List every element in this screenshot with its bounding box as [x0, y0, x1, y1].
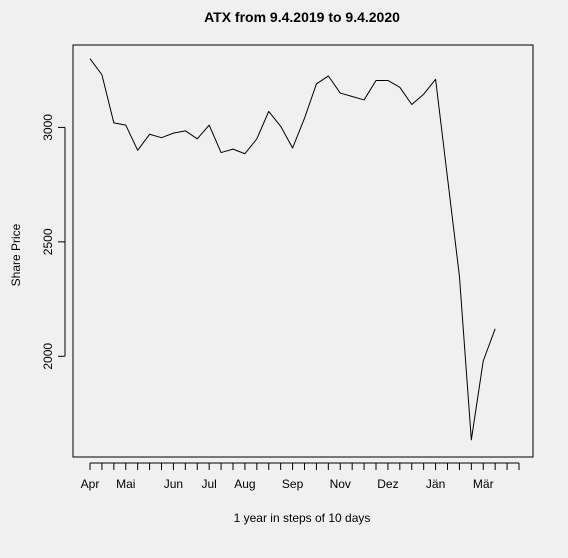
x-tick-label: Mär — [473, 477, 494, 491]
y-tick-label: 2500 — [41, 228, 55, 255]
plot-border — [72, 44, 534, 458]
x-axis-title: 1 year in steps of 10 days — [234, 511, 371, 525]
x-tick-label: Apr — [81, 477, 100, 491]
x-tick-label: Jun — [164, 477, 183, 491]
y-tick-label: 3000 — [41, 114, 55, 141]
x-tick-label: Nov — [330, 477, 351, 491]
x-tick-label: Mai — [116, 477, 135, 491]
x-tick-label: Jul — [201, 477, 216, 491]
y-tick-label: 2000 — [41, 343, 55, 370]
chart-title: ATX from 9.4.2019 to 9.4.2020 — [204, 9, 400, 25]
y-axis: 2000 2500 3000 — [41, 114, 66, 370]
x-tick-label: Jän — [426, 477, 445, 491]
y-axis-title: Share Price — [9, 223, 23, 286]
x-tick-label: Aug — [234, 477, 255, 491]
plot-area — [72, 44, 534, 458]
x-axis: Apr Mai Jun Jul Aug Sep Nov Dez Jän Mär — [81, 462, 520, 491]
series-line — [89, 58, 496, 441]
x-tick-label: Sep — [282, 477, 304, 491]
x-tick-label: Dez — [377, 477, 398, 491]
